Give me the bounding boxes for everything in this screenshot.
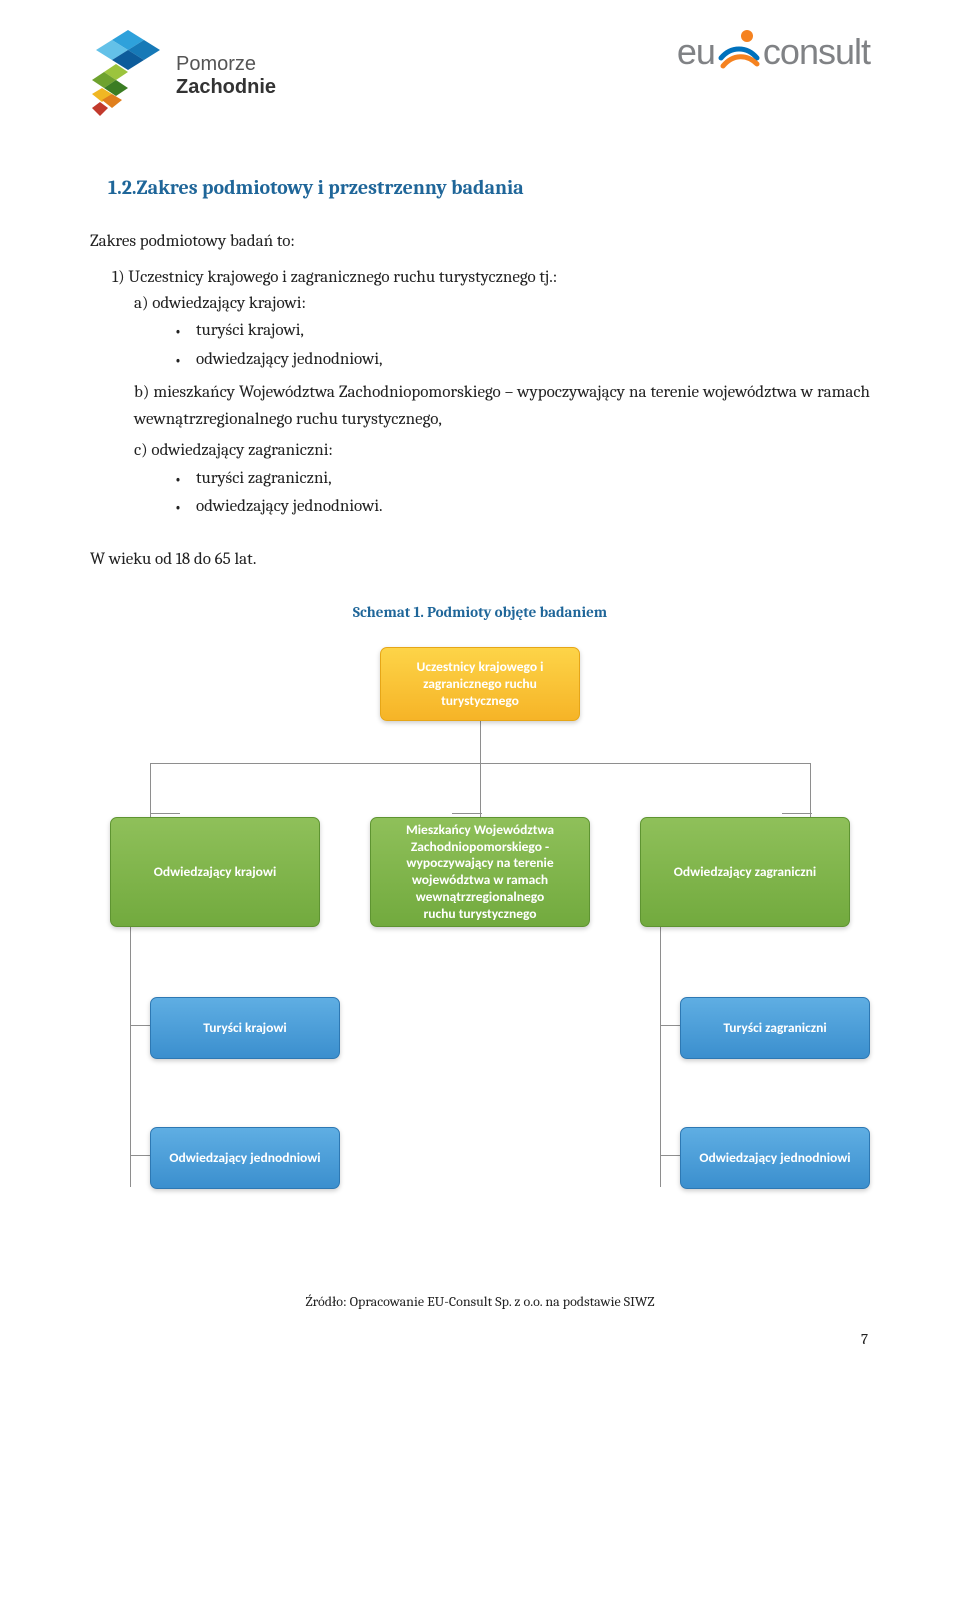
page-number: 7 xyxy=(90,1330,870,1348)
chart-node-level2-2: Odwiedzający zagraniczni xyxy=(640,817,850,927)
lettered-list: a) odwiedzający krajowi: turyści krajowi… xyxy=(112,290,870,522)
schema-caption: Schemat 1. Podmioty objęte badaniem xyxy=(90,603,870,621)
chart-connector xyxy=(130,1155,150,1156)
item-number: 1) xyxy=(112,268,125,287)
chart-node-level3-1: Turyści zagraniczni xyxy=(680,997,870,1059)
euconsult-text: eu consult xyxy=(677,28,870,81)
item-letter: b) xyxy=(134,383,149,402)
item-letter: a) xyxy=(134,294,148,313)
bullet-item: odwiedzający jednodniowi. xyxy=(174,493,870,522)
chart-connector xyxy=(480,763,481,817)
list-item: a) odwiedzający krajowi: turyści krajowi… xyxy=(134,290,870,375)
bullet-list-a: turyści krajowi, odwiedzający jednodniow… xyxy=(134,317,870,375)
chart-connector xyxy=(660,1025,680,1026)
chart-connector xyxy=(782,813,812,814)
chart-connector xyxy=(130,927,131,1187)
item-text: Uczestnicy krajowego i zagranicznego ruc… xyxy=(128,268,557,287)
chart-connector xyxy=(660,1155,680,1156)
age-range-text: W wieku od 18 do 65 lat. xyxy=(90,550,870,569)
chart-node-level2-1: Mieszkańcy WojewództwaZachodniopomorskie… xyxy=(370,817,590,927)
euconsult-swoosh-icon xyxy=(717,28,761,81)
chart-node-level2-0: Odwiedzający krajowi xyxy=(110,817,320,927)
logo-euconsult: eu consult xyxy=(677,28,870,81)
chart-connector xyxy=(480,721,481,763)
section-title: 1.2.Zakres podmiotowy i przestrzenny bad… xyxy=(108,176,870,199)
chart-connector xyxy=(150,813,180,814)
chart-node-level3-0: Turyści krajowi xyxy=(150,997,340,1059)
list-item: 1) Uczestnicy krajowego i zagranicznego … xyxy=(112,265,870,523)
chart-connector xyxy=(150,763,151,817)
list-item: c) odwiedzający zagraniczni: turyści zag… xyxy=(134,437,870,522)
pomorze-line2: Zachodnie xyxy=(176,76,276,99)
org-chart: Uczestnicy krajowego izagranicznego ruch… xyxy=(90,647,870,1267)
euconsult-rest: consult xyxy=(763,31,870,72)
euconsult-eu: eu xyxy=(677,31,715,72)
numbered-list: 1) Uczestnicy krajowego i zagranicznego … xyxy=(90,265,870,523)
item-text: odwiedzający zagraniczni: xyxy=(151,441,333,460)
pomorze-icon xyxy=(90,28,168,124)
bullet-item: odwiedzający jednodniowi, xyxy=(174,346,870,375)
pomorze-line1: Pomorze xyxy=(176,53,276,76)
item-letter: c) xyxy=(134,441,148,460)
source-citation: Źródło: Opracowanie EU-Consult Sp. z o.o… xyxy=(90,1293,870,1310)
chart-node-level4-0: Odwiedzający jednodniowi xyxy=(150,1127,340,1189)
logo-pomorze-zachodnie: Pomorze Zachodnie xyxy=(90,28,276,124)
item-text: mieszkańcy Województwa Zachodniopomorski… xyxy=(134,383,870,429)
bullet-item: turyści zagraniczni, xyxy=(174,465,870,494)
chart-node-root: Uczestnicy krajowego izagranicznego ruch… xyxy=(380,647,580,721)
chart-connector xyxy=(660,927,661,1187)
list-item: b) mieszkańcy Województwa Zachodniopomor… xyxy=(134,379,870,433)
chart-connector xyxy=(810,763,811,817)
bullet-item: turyści krajowi, xyxy=(174,317,870,346)
chart-connector xyxy=(130,1025,150,1026)
document-header: Pomorze Zachodnie eu consult xyxy=(90,28,870,148)
chart-connector xyxy=(452,813,482,814)
pomorze-text: Pomorze Zachodnie xyxy=(176,53,276,99)
intro-text: Zakres podmiotowy badań to: xyxy=(90,229,870,255)
bullet-list-c: turyści zagraniczni, odwiedzający jednod… xyxy=(134,465,870,523)
item-text: odwiedzający krajowi: xyxy=(152,294,306,313)
chart-node-level4-1: Odwiedzający jednodniowi xyxy=(680,1127,870,1189)
